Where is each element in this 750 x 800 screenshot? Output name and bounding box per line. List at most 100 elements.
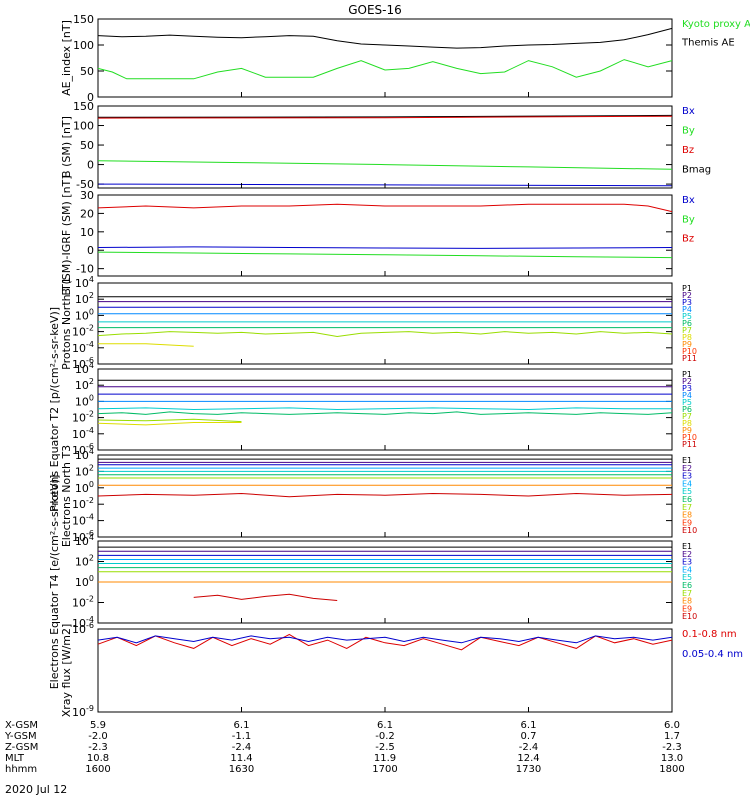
ephemeris-row-label: X-GSM	[5, 720, 38, 731]
panel-frame	[97, 282, 673, 365]
ephemeris-table: X-GSM 5.9 6.1 6.1 6.1 6.0 Y-GSM -2.0 -1.1 -0.2 0.7…	[4, 720, 685, 775]
ephemeris-value: 1600	[85, 764, 110, 775]
y-axis-label: B (SM) [nT]	[60, 116, 73, 178]
legend-entry: P11	[682, 440, 697, 449]
y-tick-label: 104	[75, 275, 94, 290]
legend-entry: P5	[682, 398, 692, 407]
legend-entry: E3	[682, 472, 692, 481]
legend-entry: E10	[682, 526, 697, 535]
chart-title: GOES-16	[348, 3, 402, 17]
legend-entry: P1	[682, 370, 692, 379]
legend-entry: Bz	[682, 234, 694, 245]
y-tick-label: 30	[80, 189, 94, 202]
legend-entry: 0.05-0.4 nm	[682, 649, 743, 660]
ephemeris-value: -2.3	[662, 742, 682, 753]
y-axis-label: Electrons Equator T4 [e/(cm²-s-sr-keV)]	[48, 475, 61, 690]
x-axis	[97, 92, 673, 712]
legend-entry: Bx	[682, 106, 695, 117]
legend-entry: P8	[682, 333, 692, 342]
y-tick-label: 10-2	[72, 496, 94, 511]
y-tick-label: 10-6	[72, 621, 94, 636]
y-axis-label: Electrons North T3	[60, 445, 73, 547]
series-line-bz	[97, 203, 673, 213]
y-tick-label: 10-4	[72, 426, 94, 441]
legend-entry: Themis AE	[681, 38, 735, 49]
ephemeris-row-label: MLT	[5, 753, 25, 764]
legend-entry: E7	[682, 589, 692, 598]
y-tick-label: -50	[76, 178, 94, 191]
y-tick-label: 0	[87, 91, 94, 104]
ephemeris-value: 11.4	[230, 753, 252, 764]
series-line-bz	[97, 115, 673, 119]
legend-entry: P5	[682, 312, 692, 321]
legend-entry: P10	[682, 347, 697, 356]
panel-frame	[97, 454, 673, 538]
y-tick-label: 0	[87, 159, 94, 172]
date-label: 2020 Jul 12	[5, 783, 67, 796]
y-tick-label: 10-9	[72, 704, 94, 719]
ephemeris-row-label: Z-GSM	[5, 742, 38, 753]
legend-entry: Bx	[682, 195, 695, 206]
legend-entry: P9	[682, 340, 692, 349]
y-tick-label: 104	[75, 361, 94, 376]
y-tick-label: 0	[87, 244, 94, 257]
ephemeris-value: -2.0	[88, 731, 108, 742]
legend-entry: By	[682, 214, 695, 225]
ephemeris-value: -2.4	[232, 742, 252, 753]
legend-entry: E1	[682, 456, 692, 465]
legend-entry: P8	[682, 419, 692, 428]
ephemeris-value: -2.3	[88, 742, 108, 753]
y-tick-label: 50	[80, 139, 94, 152]
y-tick-label: 104	[75, 447, 94, 462]
legend-entry: Bmag	[682, 165, 711, 176]
series-line-by	[97, 160, 673, 170]
legend-entry: E4	[682, 565, 692, 574]
legend-entry: Bz	[682, 145, 694, 156]
legend-entry: By	[682, 126, 695, 137]
legend-entry: E4	[682, 479, 692, 488]
legend-entry: E9	[682, 604, 692, 613]
series-line-p8	[97, 422, 242, 426]
legend-entry: E2	[682, 550, 692, 559]
legend-entry: P11	[682, 354, 697, 363]
ephemeris-value: -2.5	[375, 742, 395, 753]
legend-entry: P6	[682, 319, 692, 328]
ephemeris-row-label: hhmm	[5, 764, 37, 775]
series-line-themis-ae	[97, 59, 673, 80]
legend-entry: P10	[682, 433, 697, 442]
legend-entry: P3	[682, 384, 692, 393]
legend-entry: E5	[682, 487, 692, 496]
y-tick-label: 100	[73, 39, 94, 52]
legend-entry: Kyoto proxy AE	[682, 19, 750, 30]
panel-frame	[97, 628, 673, 713]
ephemeris-value: 5.9	[90, 720, 106, 731]
y-axis-label: Protons Equator T2 [p/(cm²-s-sr-keV)]	[48, 307, 61, 512]
legend-entry: P6	[682, 405, 692, 414]
y-axis-label: Protons North T1	[60, 277, 73, 370]
legend-entry: E10	[682, 612, 697, 621]
series-line-0-1-0-8-nm	[97, 633, 673, 651]
y-tick-label: 102	[75, 291, 94, 306]
ephemeris-value: -0.2	[375, 731, 395, 742]
legend-entry: E8	[682, 511, 692, 520]
ephemeris-row-label: Y-GSM	[4, 731, 37, 742]
y-tick-label: 150	[73, 100, 94, 113]
ephemeris-value: 12.4	[517, 753, 539, 764]
series-line-e9	[193, 593, 338, 601]
ephemeris-value: 1700	[372, 764, 397, 775]
series-line-p5	[97, 407, 672, 411]
legend-entry: E7	[682, 503, 692, 512]
series-line-p7	[97, 331, 673, 338]
y-tick-label: 10-4	[72, 340, 94, 355]
y-tick-label: 10-2	[72, 324, 94, 339]
y-tick-label: 104	[75, 533, 94, 548]
y-tick-label: -10	[76, 263, 94, 276]
ephemeris-value: 0.7	[521, 731, 537, 742]
